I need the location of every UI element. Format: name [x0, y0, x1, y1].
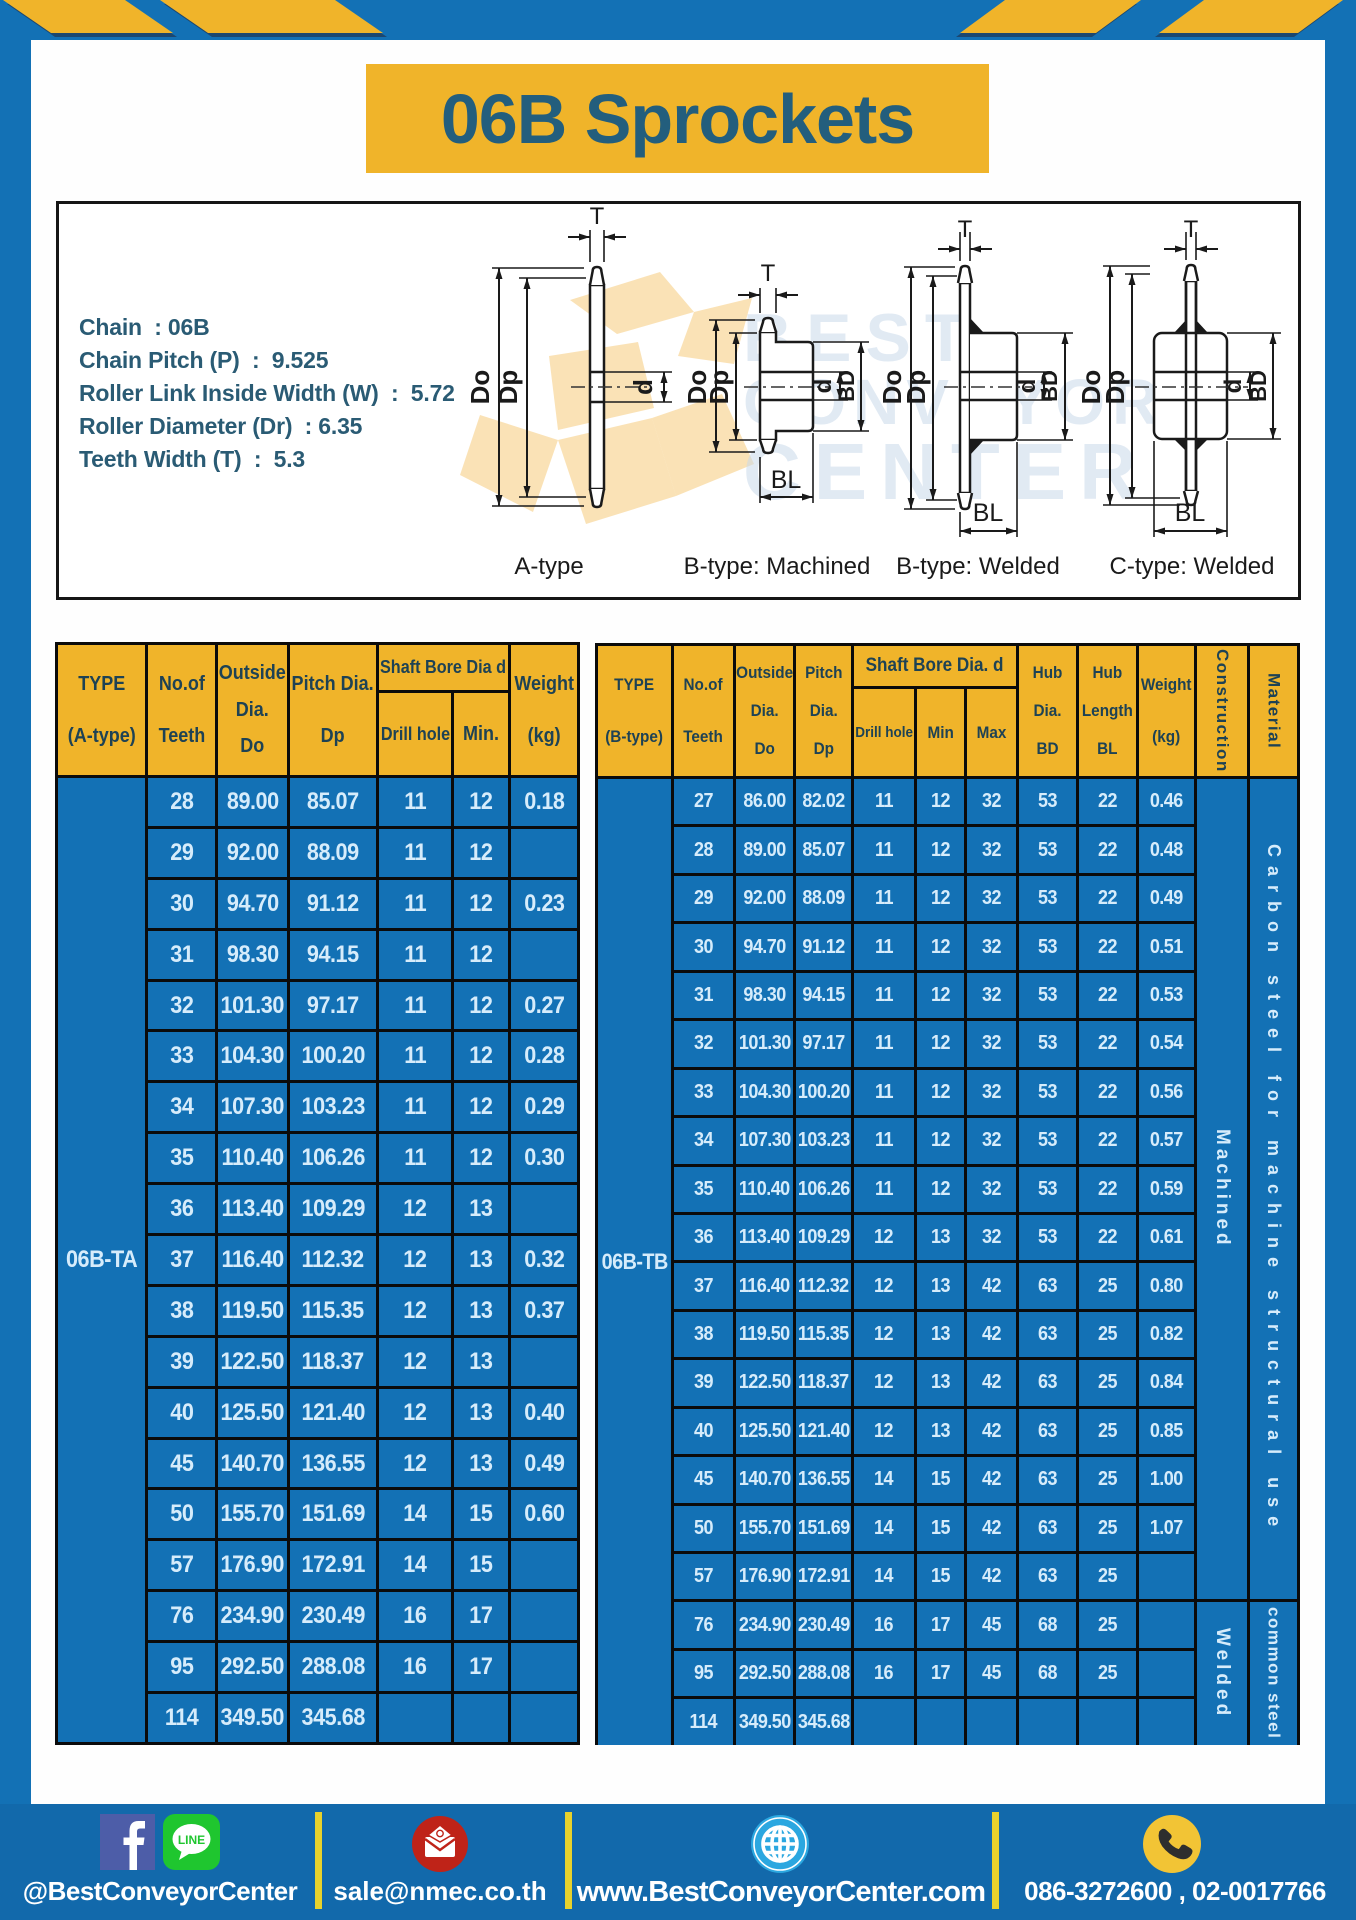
- svg-text:T: T: [958, 216, 973, 243]
- svg-text:Dp: Dp: [901, 370, 931, 405]
- svg-text:Do: Do: [1076, 370, 1106, 405]
- svg-text:BL: BL: [1175, 499, 1206, 527]
- svg-text:d: d: [1014, 379, 1041, 394]
- svg-text:LINE: LINE: [178, 1833, 205, 1847]
- svg-text:T: T: [590, 204, 605, 230]
- svg-text:A-type: A-type: [514, 553, 583, 580]
- svg-text:T: T: [761, 260, 776, 287]
- svg-text:C-type: Welded: C-type: Welded: [1110, 553, 1275, 580]
- svg-text:B-type: Welded: B-type: Welded: [896, 553, 1060, 580]
- svg-text:Do: Do: [465, 370, 495, 405]
- svg-text:B-type: Machined: B-type: Machined: [684, 553, 871, 580]
- svg-text:BL: BL: [973, 499, 1004, 527]
- svg-text:Dp: Dp: [493, 370, 523, 405]
- svg-text:CENTER: CENTER: [743, 427, 1150, 516]
- svg-text:d: d: [628, 379, 658, 395]
- svg-text:BD: BD: [834, 370, 859, 402]
- svg-text:T: T: [1184, 216, 1199, 243]
- svg-text:BL: BL: [771, 466, 802, 494]
- svg-text:Dp: Dp: [1100, 370, 1130, 405]
- svg-text:BD: BD: [1037, 370, 1062, 402]
- svg-text:d: d: [1220, 379, 1247, 394]
- svg-text:d: d: [810, 379, 837, 394]
- svg-text:Dp: Dp: [704, 370, 734, 405]
- svg-text:BD: BD: [1246, 370, 1271, 402]
- svg-text:Do: Do: [877, 370, 907, 405]
- svg-text:Do: Do: [682, 370, 712, 405]
